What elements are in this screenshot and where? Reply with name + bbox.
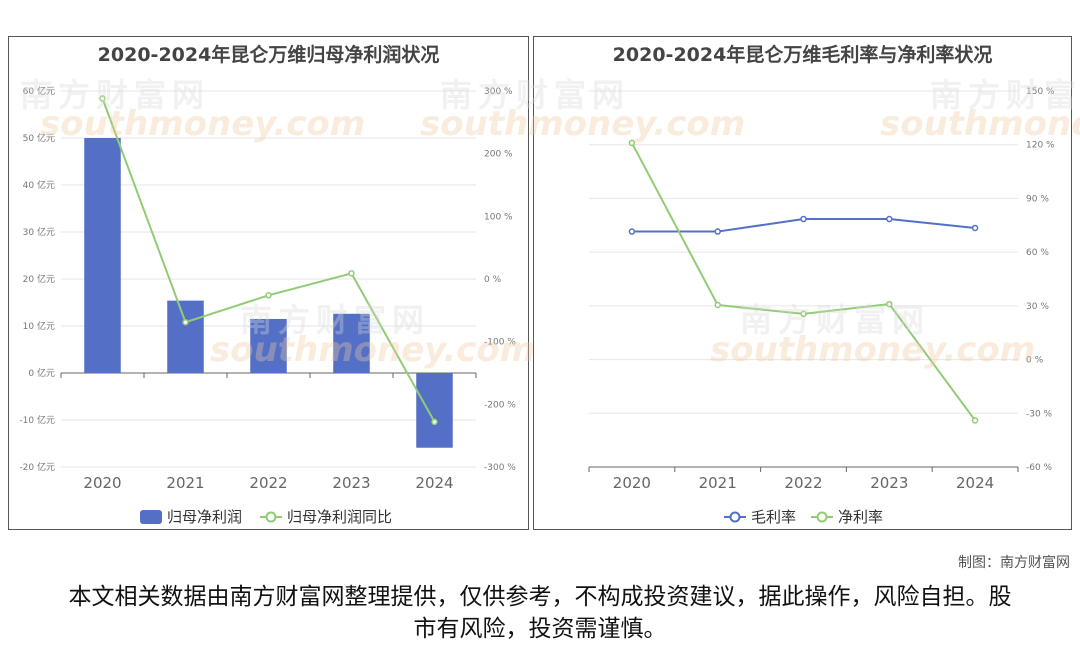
x-tick-label: 2024 [956,474,994,492]
series-point-1 [628,228,636,235]
y-right-tick-label: 60 % [1026,248,1049,258]
y-right-tick-label: 30 % [1026,302,1049,312]
y-right-tick-label: 100 % [484,212,513,222]
series-point-2 [714,301,721,309]
legend-swatch-point [729,511,741,523]
y-left-tick-label: 50 亿元 [23,132,55,144]
series-point-1 [971,224,979,232]
legend-label: 毛利率 [751,508,796,526]
y-left-tick-label: -10 亿元 [19,414,55,426]
series-line-2 [631,142,976,422]
x-tick-label: 2020 [613,474,651,492]
series-point-2 [628,139,636,147]
margin-chart: -60 % -30 % 0 % 30 % 60 % 90 % 120 % 150 % 2020 2… [588,87,1055,526]
y-right-tick-label: -30 % [1026,409,1053,419]
y-left-tick-label: 40 亿元 [23,179,55,191]
y-left-tick-label: 10 亿元 [23,320,55,332]
y-right-tick-label: 0 % [484,275,502,285]
yoy-point [99,95,106,102]
y-right-tick-label: 120 % [1026,141,1055,151]
disclaimer-text: 本文相关数据由南方财富网整理提供，仅供参考，不构成投资建议，据此操作，风险自担。… [68,584,1012,642]
chart-title: 2020-2024年昆仑万维毛利率与净利率状况 [612,44,993,66]
series-point-2 [886,300,893,308]
y-right-tick-label: -200 % [484,400,516,410]
legend-swatch-point [816,511,828,523]
legend-label: 归母净利润同比 [287,508,392,526]
bar [84,138,121,373]
legend-label: 净利率 [838,508,883,526]
chart-credit: 制图：南方财富网 [958,555,1070,571]
y-left-tick-label: 20 亿元 [23,273,55,285]
y-right-tick-label: 0 % [1026,356,1044,366]
chart-title: 2020-2024年昆仑万维归母净利润状况 [97,44,440,66]
net-profit-chart: -20 亿元 -10 亿元 0 亿元 10 亿元 20 亿元 30 亿元 40 亿元 50 亿… [19,85,516,526]
series-point-2 [800,310,807,318]
legend-swatch-bar [140,510,162,524]
y-left-tick-label: -20 亿元 [19,461,55,473]
yoy-point [348,270,355,277]
x-tick-label: 2023 [870,474,908,492]
x-tick-label: 2023 [332,474,370,492]
legend-label: 归母净利润 [167,508,242,526]
y-left-tick-label: 0 亿元 [28,367,55,379]
y-right-tick-label: 200 % [484,150,513,160]
series-point-2 [971,417,979,424]
bar [333,313,370,373]
chart-panel-margins: 2020-2024年昆仑万维毛利率与净利率状况 -60 % -30 % 0 % 30 … [533,36,1072,530]
x-tick-label: 2021 [699,474,737,492]
y-right-tick-label: 150 % [1026,87,1055,97]
yoy-point [265,292,272,299]
x-tick-label: 2024 [415,474,453,492]
chart-panel-net-profit: 2020-2024年昆仑万维归母净利润状况 -20 亿元 -10 亿元 0 亿元 10… [8,36,529,530]
y-right-tick-label: 90 % [1026,194,1049,204]
series-point-1 [800,215,807,223]
y-right-tick-label: 300 % [484,87,513,97]
y-right-tick-label: -300 % [484,463,516,473]
x-tick-label: 2020 [83,474,121,492]
y-right-tick-label: -100 % [484,338,516,348]
bar [250,318,287,373]
x-tick-label: 2021 [166,474,204,492]
y-left-tick-label: 60 亿元 [23,85,55,97]
y-right-tick-label: -60 % [1026,463,1053,473]
y-left-tick-label: 30 亿元 [23,226,55,238]
yoy-point [431,418,438,426]
series-point-1 [714,228,721,235]
series-point-1 [886,215,893,223]
x-tick-label: 2022 [249,474,287,492]
bar [167,300,204,373]
bar [416,373,453,448]
yoy-point [182,318,189,326]
x-tick-label: 2022 [784,474,822,492]
legend-swatch-point [265,511,277,523]
